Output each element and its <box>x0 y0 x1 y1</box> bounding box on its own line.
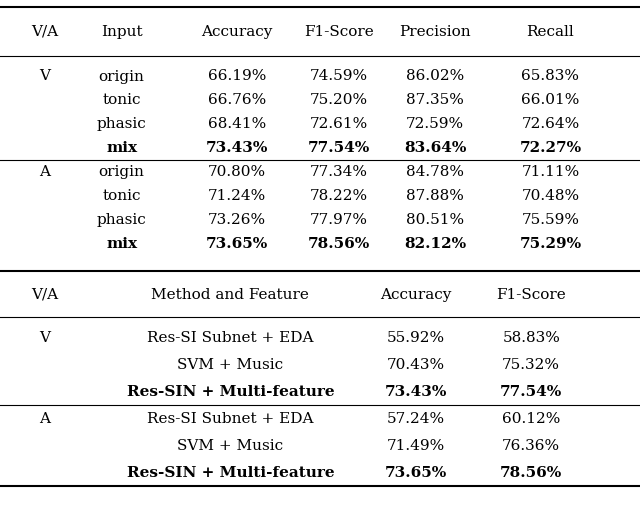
Text: 71.11%: 71.11% <box>521 165 580 179</box>
Text: origin: origin <box>99 69 145 83</box>
Text: V: V <box>39 330 51 344</box>
Text: Method and Feature: Method and Feature <box>152 287 309 301</box>
Text: 71.24%: 71.24% <box>207 189 266 203</box>
Text: Recall: Recall <box>527 25 574 39</box>
Text: 78.56%: 78.56% <box>308 237 371 251</box>
Text: phasic: phasic <box>97 213 147 227</box>
Text: 75.32%: 75.32% <box>502 357 560 371</box>
Text: 74.59%: 74.59% <box>310 69 368 83</box>
Text: 73.43%: 73.43% <box>385 384 447 398</box>
Text: Res-SIN + Multi-feature: Res-SIN + Multi-feature <box>127 384 334 398</box>
Text: V/A: V/A <box>31 25 58 39</box>
Text: 73.65%: 73.65% <box>385 465 447 479</box>
Text: 75.20%: 75.20% <box>310 93 368 107</box>
Text: Accuracy: Accuracy <box>380 287 452 301</box>
Text: 77.97%: 77.97% <box>310 213 368 227</box>
Text: 66.76%: 66.76% <box>207 93 266 107</box>
Text: 76.36%: 76.36% <box>502 438 560 452</box>
Text: A: A <box>39 165 51 179</box>
Text: 82.12%: 82.12% <box>404 237 467 251</box>
Text: mix: mix <box>106 141 137 155</box>
Text: 71.49%: 71.49% <box>387 438 445 452</box>
Text: SVM + Music: SVM + Music <box>177 438 284 452</box>
Text: 70.80%: 70.80% <box>208 165 266 179</box>
Text: Res-SIN + Multi-feature: Res-SIN + Multi-feature <box>127 465 334 479</box>
Text: 77.34%: 77.34% <box>310 165 368 179</box>
Text: 68.41%: 68.41% <box>207 117 266 131</box>
Text: 75.29%: 75.29% <box>519 237 582 251</box>
Text: 58.83%: 58.83% <box>502 330 560 344</box>
Text: 83.64%: 83.64% <box>404 141 467 155</box>
Text: origin: origin <box>99 165 145 179</box>
Text: 75.59%: 75.59% <box>522 213 579 227</box>
Text: Precision: Precision <box>399 25 471 39</box>
Text: A: A <box>39 411 51 425</box>
Text: 72.61%: 72.61% <box>310 117 369 131</box>
Text: 77.54%: 77.54% <box>308 141 371 155</box>
Text: 87.35%: 87.35% <box>406 93 464 107</box>
Text: 57.24%: 57.24% <box>387 411 445 425</box>
Text: SVM + Music: SVM + Music <box>177 357 284 371</box>
Text: Res-SI Subnet + EDA: Res-SI Subnet + EDA <box>147 330 314 344</box>
Text: 72.27%: 72.27% <box>519 141 582 155</box>
Text: 72.59%: 72.59% <box>406 117 464 131</box>
Text: 65.83%: 65.83% <box>522 69 579 83</box>
Text: 86.02%: 86.02% <box>406 69 465 83</box>
Text: V: V <box>39 69 51 83</box>
Text: Accuracy: Accuracy <box>201 25 273 39</box>
Text: F1-Score: F1-Score <box>305 25 374 39</box>
Text: 66.01%: 66.01% <box>521 93 580 107</box>
Text: tonic: tonic <box>102 189 141 203</box>
Text: tonic: tonic <box>102 93 141 107</box>
Text: 78.22%: 78.22% <box>310 189 368 203</box>
Text: 60.12%: 60.12% <box>502 411 561 425</box>
Text: F1-Score: F1-Score <box>497 287 566 301</box>
Text: 55.92%: 55.92% <box>387 330 445 344</box>
Text: 77.54%: 77.54% <box>500 384 563 398</box>
Text: 78.56%: 78.56% <box>500 465 563 479</box>
Text: Input: Input <box>100 25 143 39</box>
Text: 80.51%: 80.51% <box>406 213 464 227</box>
Text: 70.48%: 70.48% <box>522 189 579 203</box>
Text: 73.65%: 73.65% <box>205 237 268 251</box>
Text: 72.64%: 72.64% <box>521 117 580 131</box>
Text: 84.78%: 84.78% <box>406 165 464 179</box>
Text: 73.43%: 73.43% <box>205 141 268 155</box>
Text: phasic: phasic <box>97 117 147 131</box>
Text: 73.26%: 73.26% <box>208 213 266 227</box>
Text: 87.88%: 87.88% <box>406 189 464 203</box>
Text: mix: mix <box>106 237 137 251</box>
Text: V/A: V/A <box>31 287 58 301</box>
Text: Res-SI Subnet + EDA: Res-SI Subnet + EDA <box>147 411 314 425</box>
Text: 70.43%: 70.43% <box>387 357 445 371</box>
Text: 66.19%: 66.19% <box>207 69 266 83</box>
